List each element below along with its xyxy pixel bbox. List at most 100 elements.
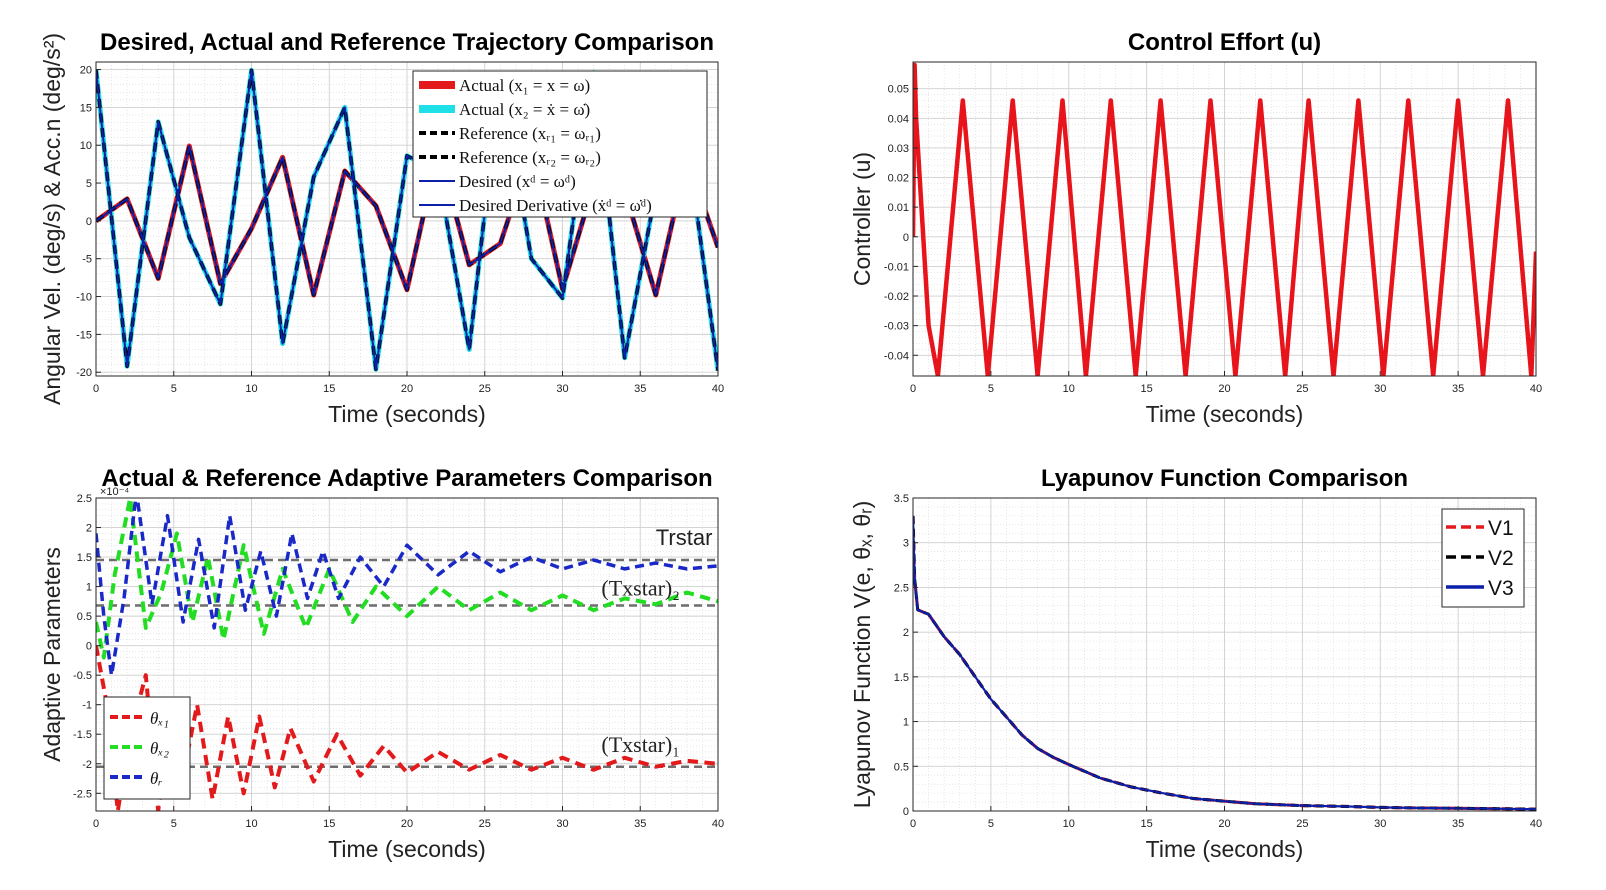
series-line-1: [96, 645, 718, 811]
legend: θₓ₁ θₓ₂ θᵣ: [103, 696, 191, 800]
x-tick-label: 40: [712, 383, 724, 395]
y-tick-label: 0.01: [888, 202, 909, 214]
legend-label: Desired (xᵈ = ωᵈ): [459, 172, 576, 191]
chart-2: 0 5 10 15 20 25 30 35 40 -0.04 -0.03 -0.02 -0.01 0 0.0…: [849, 29, 1542, 427]
y-tick-label: -2.5: [73, 788, 92, 800]
chart-3: 0 5 10 15 20 25 30 35 40 -2.5 -2 -1.5 -1 -0.5 0 0.5 1 1.5…: [39, 465, 724, 862]
grid: [912, 62, 1537, 376]
y-tick-label: 2.5: [77, 493, 92, 505]
x-tick-label: 25: [479, 818, 491, 830]
y-tick-label: 15: [80, 102, 92, 114]
legend-label: θₓ₂: [150, 739, 169, 758]
y-tick-label: 5: [86, 178, 92, 190]
chart-4: 0 5 10 15 20 25 30 35 40 0 0.5 1 1.5 2 2.5 3 3.5 Lyapunov…: [849, 465, 1542, 862]
x-tick-label: 35: [1452, 818, 1464, 830]
y-tick-label: -0.5: [73, 670, 92, 682]
x-tick-label: 5: [171, 818, 177, 830]
y-tick-label: 0.04: [888, 113, 909, 125]
legend-box: [103, 696, 191, 800]
chart-title: Desired, Actual and Reference Trajectory…: [100, 29, 714, 56]
x-tick-label: 5: [171, 383, 177, 395]
series-group: [96, 498, 718, 811]
legend-label: Desired Derivative (ẋᵈ = ω̇ᵈ): [459, 196, 652, 215]
y-tick-label: 0.5: [894, 761, 909, 773]
x-axis-label: Time (seconds): [1146, 836, 1304, 862]
x-tick-label: 30: [1374, 818, 1386, 830]
series-line-6: [96, 69, 718, 371]
x-tick-label: 30: [556, 383, 568, 395]
x-axis-label: Time (seconds): [1146, 401, 1304, 427]
x-tick-label: 40: [712, 818, 724, 830]
y-tick-label: 10: [80, 140, 92, 152]
y-tick-label: 3: [903, 538, 909, 550]
x-tick-label: 25: [1296, 818, 1308, 830]
y-tick-label: -15: [76, 329, 92, 341]
x-tick-label: 0: [910, 818, 916, 830]
x-tick-label: 10: [245, 818, 257, 830]
legend: Actual (x₁ = x = ω) Actual (x₂ = ẋ = ω̇) R…: [412, 70, 708, 218]
chart-title: Control Effort (u): [1128, 29, 1321, 56]
series-line-3: [913, 515, 1536, 811]
y-tick-label: 0.5: [77, 611, 92, 623]
x-tick-label: 40: [1530, 818, 1542, 830]
y-tick-label: -0.02: [884, 291, 909, 303]
y-tick-label: -0.04: [884, 350, 909, 362]
legend-label: θₓ₁: [150, 709, 169, 728]
series-line-3: [96, 498, 718, 677]
x-tick-label: 25: [479, 383, 491, 395]
y-tick-label: 20: [80, 65, 92, 77]
y-axis-label: Lyapunov Function V(e, θₓ, θᵣ): [849, 501, 875, 809]
x-tick-label: 0: [93, 818, 99, 830]
x-tick-label: 20: [401, 383, 413, 395]
y-axis-label: Angular Vel. (deg/s) & Acc.n (deg/s²): [39, 33, 65, 405]
y-tick-label: 2: [903, 627, 909, 639]
legend-label: V1: [1488, 517, 1514, 540]
x-tick-label: 0: [910, 383, 916, 395]
y-tick-label: -0.03: [884, 321, 909, 333]
y-tick-label: 0.03: [888, 143, 909, 155]
y-tick-label: 0: [86, 216, 92, 228]
series-line-1: [913, 62, 1536, 376]
series-line-2: [96, 498, 718, 660]
x-tick-label: 25: [1296, 383, 1308, 395]
legend-label: Reference (xᵣ₂ = ωᵣ₂): [459, 148, 601, 167]
legend-label: Actual (x₂ = ẋ = ω̇): [459, 100, 590, 119]
x-tick-label: 10: [1063, 383, 1075, 395]
y-tick-label: 0.05: [888, 84, 909, 96]
x-tick-label: 15: [1141, 818, 1153, 830]
x-tick-label: 15: [1141, 383, 1153, 395]
y-tick-label: -1: [82, 700, 92, 712]
legend-label: V2: [1488, 547, 1514, 570]
x-tick-label: 20: [1218, 383, 1230, 395]
annotation-1: Trstar: [656, 525, 713, 550]
legend-box: [412, 70, 708, 218]
x-axis-label: Time (seconds): [328, 401, 486, 427]
x-tick-label: 35: [634, 818, 646, 830]
x-tick-label: 40: [1530, 383, 1542, 395]
y-tick-label: 1.5: [77, 552, 92, 564]
chart-title: Lyapunov Function Comparison: [1041, 465, 1408, 492]
y-tick-label: -5: [82, 254, 92, 266]
y-tick-label: 2.5: [894, 582, 909, 594]
x-tick-label: 35: [634, 383, 646, 395]
y-tick-label: -1.5: [73, 729, 92, 741]
legend-label: Actual (x₁ = x = ω): [459, 76, 590, 95]
legend-label: θᵣ: [150, 769, 163, 788]
x-axis-label: Time (seconds): [328, 836, 486, 862]
x-tick-label: 20: [401, 818, 413, 830]
y-tick-label: 1: [903, 717, 909, 729]
y-tick-label: 1: [86, 582, 92, 594]
x-tick-label: 5: [988, 818, 994, 830]
y-tick-label: -0.01: [884, 261, 909, 273]
x-tick-label: 35: [1452, 383, 1464, 395]
annotation-3: (Txstar)₁: [601, 732, 680, 757]
y-tick-label: 0: [86, 641, 92, 653]
x-tick-label: 15: [323, 818, 335, 830]
x-tick-label: 30: [1374, 383, 1386, 395]
y-multiplier: ×10⁻⁴: [100, 486, 129, 498]
y-tick-label: -10: [76, 292, 92, 304]
y-tick-label: -20: [76, 367, 92, 379]
y-tick-label: 0.02: [888, 173, 909, 185]
x-tick-label: 5: [988, 383, 994, 395]
